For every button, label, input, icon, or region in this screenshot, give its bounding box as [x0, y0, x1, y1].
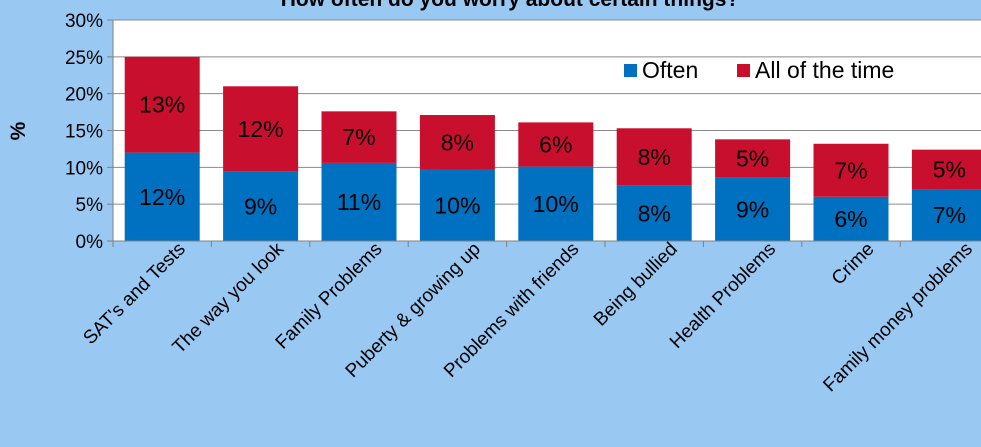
y-tick-label: 30%	[65, 11, 103, 32]
bar-all-of-the-time	[813, 143, 889, 197]
data-label-often: 10%	[434, 192, 480, 218]
data-label-all-of-the-time: 5%	[736, 145, 769, 171]
bar-all-of-the-time	[616, 128, 692, 186]
data-label-all-of-the-time: 8%	[441, 129, 474, 155]
bar-often	[715, 177, 791, 241]
x-category-label: Crime	[828, 239, 879, 290]
data-label-all-of-the-time: 6%	[539, 131, 572, 157]
bar-often	[124, 152, 200, 241]
y-tick-labels: 0% 5% 10% 15% 20% 25% 30%	[65, 11, 103, 253]
bar-all-of-the-time	[911, 149, 981, 190]
y-tick-label: 25%	[65, 48, 103, 69]
data-label-often: 8%	[638, 200, 671, 226]
data-label-often: 6%	[834, 206, 867, 232]
data-label-often: 10%	[533, 191, 579, 217]
bar-often	[223, 171, 299, 241]
legend-label-often: Often	[642, 57, 698, 83]
legend: Often All of the time	[624, 57, 894, 83]
legend-swatch-all-of-the-time	[737, 64, 750, 77]
bar-all-of-the-time	[321, 111, 397, 163]
data-label-all-of-the-time: 8%	[638, 144, 671, 170]
bar-all-of-the-time	[419, 115, 495, 170]
data-label-all-of-the-time: 7%	[342, 124, 375, 150]
bar-often	[616, 185, 692, 241]
x-category-label: Being bullied	[590, 239, 682, 331]
bar-all-of-the-time	[715, 139, 791, 178]
x-category-label: Family Problems	[272, 239, 387, 354]
axes	[112, 20, 981, 247]
y-tick-label: 5%	[76, 195, 104, 216]
data-label-all-of-the-time: 7%	[834, 157, 867, 183]
legend-label-all-of-the-time: All of the time	[755, 57, 894, 83]
y-tick-label: 10%	[65, 158, 103, 179]
data-label-all-of-the-time: 5%	[933, 157, 966, 183]
legend-swatch-often	[624, 64, 637, 77]
x-category-label: Health Problems	[666, 239, 780, 353]
bar-group: 12% 13% 9% 12% 11% 7% 10% 8% 10% 6% 8% 8% 9% 5% 6% 7% 7%…	[124, 56, 981, 241]
data-label-often: 9%	[736, 196, 769, 222]
bar-often	[419, 169, 495, 241]
bar-often	[911, 189, 981, 241]
bar-often	[518, 166, 594, 241]
data-label-often: 12%	[139, 184, 185, 210]
data-label-often: 9%	[244, 193, 277, 219]
bar-often	[813, 196, 889, 241]
bar-often	[321, 162, 397, 241]
y-axis-label: %	[7, 121, 30, 140]
data-label-all-of-the-time: 13%	[139, 92, 185, 118]
data-label-often: 7%	[933, 202, 966, 228]
bar-all-of-the-time	[124, 56, 200, 153]
y-tick-label: 20%	[65, 85, 103, 106]
y-tick-label: 15%	[65, 122, 103, 143]
y-tick-label: 0%	[76, 232, 104, 253]
chart-title: How often do you worry about certain thi…	[281, 0, 740, 11]
bar-all-of-the-time	[223, 86, 299, 172]
data-label-often: 11%	[337, 189, 381, 215]
bar-all-of-the-time	[518, 122, 594, 167]
data-label-all-of-the-time: 12%	[238, 116, 284, 142]
x-category-label: SAT's and Tests	[79, 239, 189, 349]
